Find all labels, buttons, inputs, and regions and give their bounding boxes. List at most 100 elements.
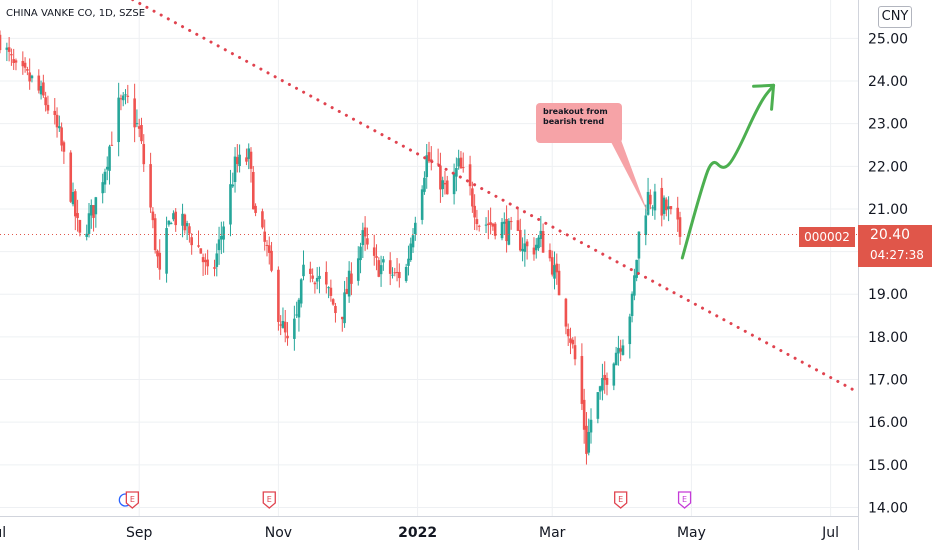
- candle-body: [137, 126, 141, 129]
- candle-body: [94, 197, 98, 215]
- candle-body: [569, 338, 572, 343]
- candle-body: [46, 104, 50, 111]
- candle-body: [500, 222, 504, 239]
- candle-body: [603, 374, 607, 381]
- candle-body: [69, 152, 73, 202]
- candle-body: [229, 184, 232, 225]
- candle-body: [44, 97, 47, 106]
- candle-body: [484, 224, 488, 226]
- earnings-marker-icon: [614, 491, 628, 509]
- candle-body: [651, 207, 654, 209]
- candle-body: [311, 275, 314, 279]
- earnings-marker-icon: [262, 491, 276, 509]
- candle-body: [309, 268, 312, 275]
- candle-body: [605, 377, 609, 385]
- candle-body: [92, 205, 95, 218]
- candle-body: [628, 316, 632, 345]
- candle-body: [297, 299, 301, 318]
- candle-body: [555, 263, 559, 273]
- candle-body: [525, 241, 529, 247]
- candle-body: [188, 226, 191, 234]
- drawings[interactable]: [0, 0, 860, 394]
- candle-body: [190, 237, 193, 246]
- candle-body: [231, 184, 235, 187]
- candle-body: [236, 157, 239, 165]
- candle-body: [676, 207, 680, 220]
- price-axis[interactable]: 25.0024.0023.0022.0021.0020.0019.0018.00…: [868, 31, 908, 516]
- last-price-value: 20.40: [870, 227, 911, 243]
- candle-body: [507, 220, 511, 245]
- y-tick-label: 21.00: [868, 202, 908, 218]
- callout-line-1: breakout from: [543, 107, 608, 116]
- candle-body: [356, 258, 360, 281]
- earnings-marker-icon: [125, 491, 140, 509]
- y-tick-label: 24.00: [868, 74, 908, 90]
- currency-button[interactable]: CNY: [878, 6, 912, 28]
- candle-body: [149, 164, 152, 208]
- candle-body: [372, 247, 376, 256]
- candle-body: [30, 75, 34, 79]
- candle-body: [37, 75, 41, 91]
- x-tick-label: May: [677, 525, 706, 541]
- candle-body: [238, 154, 241, 167]
- time-axis[interactable]: Jul Sep Nov 2022 Mar May Jul: [0, 525, 839, 541]
- candle-body: [439, 165, 442, 190]
- candle-body: [461, 167, 465, 169]
- candle-body: [601, 378, 604, 391]
- candle-body: [621, 345, 625, 355]
- y-tick-label: 15.00: [868, 458, 908, 474]
- candle-body: [181, 213, 184, 226]
- candle-body: [299, 279, 303, 304]
- candle-body: [249, 151, 253, 169]
- candle-body: [637, 231, 641, 259]
- candle-body: [425, 155, 429, 178]
- candle-body: [110, 144, 114, 146]
- candle-body: [612, 363, 616, 386]
- symbol-title: CHINA VANKE CO, 1D, SZSE: [6, 8, 146, 19]
- candle-body: [459, 157, 463, 169]
- candle-body: [117, 97, 120, 143]
- candle-body: [281, 321, 285, 328]
- candle-body: [26, 69, 29, 71]
- candle-body: [247, 148, 251, 159]
- candle-body: [334, 305, 337, 314]
- breakout-callout[interactable]: breakout from bearish trend: [536, 103, 622, 143]
- candle-body: [491, 223, 495, 227]
- candle-body: [614, 352, 618, 366]
- candle-body: [443, 182, 447, 185]
- x-tick-label: Jul: [821, 525, 839, 541]
- candle-body: [0, 34, 2, 51]
- candle-body: [521, 248, 524, 252]
- candle-body: [635, 259, 638, 278]
- candle-body: [126, 95, 130, 97]
- candle-body: [436, 163, 440, 165]
- candle-body: [379, 265, 383, 275]
- candle-body: [366, 238, 369, 245]
- candle-body: [270, 250, 273, 271]
- candle-body: [119, 98, 123, 100]
- candle-body: [277, 269, 280, 322]
- candle-body: [534, 244, 538, 251]
- candle-body: [409, 243, 413, 261]
- candle-body: [222, 226, 225, 240]
- candle-body: [5, 47, 9, 50]
- y-tick-label: 25.00: [868, 31, 908, 47]
- candle-body: [74, 191, 77, 217]
- candle-body: [153, 218, 157, 251]
- grid-lines: [0, 0, 858, 516]
- candle-body: [58, 126, 61, 129]
- candle-body: [261, 211, 264, 228]
- candle-body: [585, 425, 588, 454]
- candle-body: [665, 199, 668, 211]
- candle-body: [60, 127, 63, 146]
- candle-body: [343, 292, 346, 324]
- candle-body: [293, 318, 296, 339]
- candle-body: [302, 264, 305, 277]
- candle-body: [550, 257, 554, 275]
- candle-body: [411, 235, 415, 248]
- candle-body: [452, 172, 456, 195]
- callout-pointer: [610, 140, 649, 214]
- y-tick-label: 18.00: [868, 330, 908, 346]
